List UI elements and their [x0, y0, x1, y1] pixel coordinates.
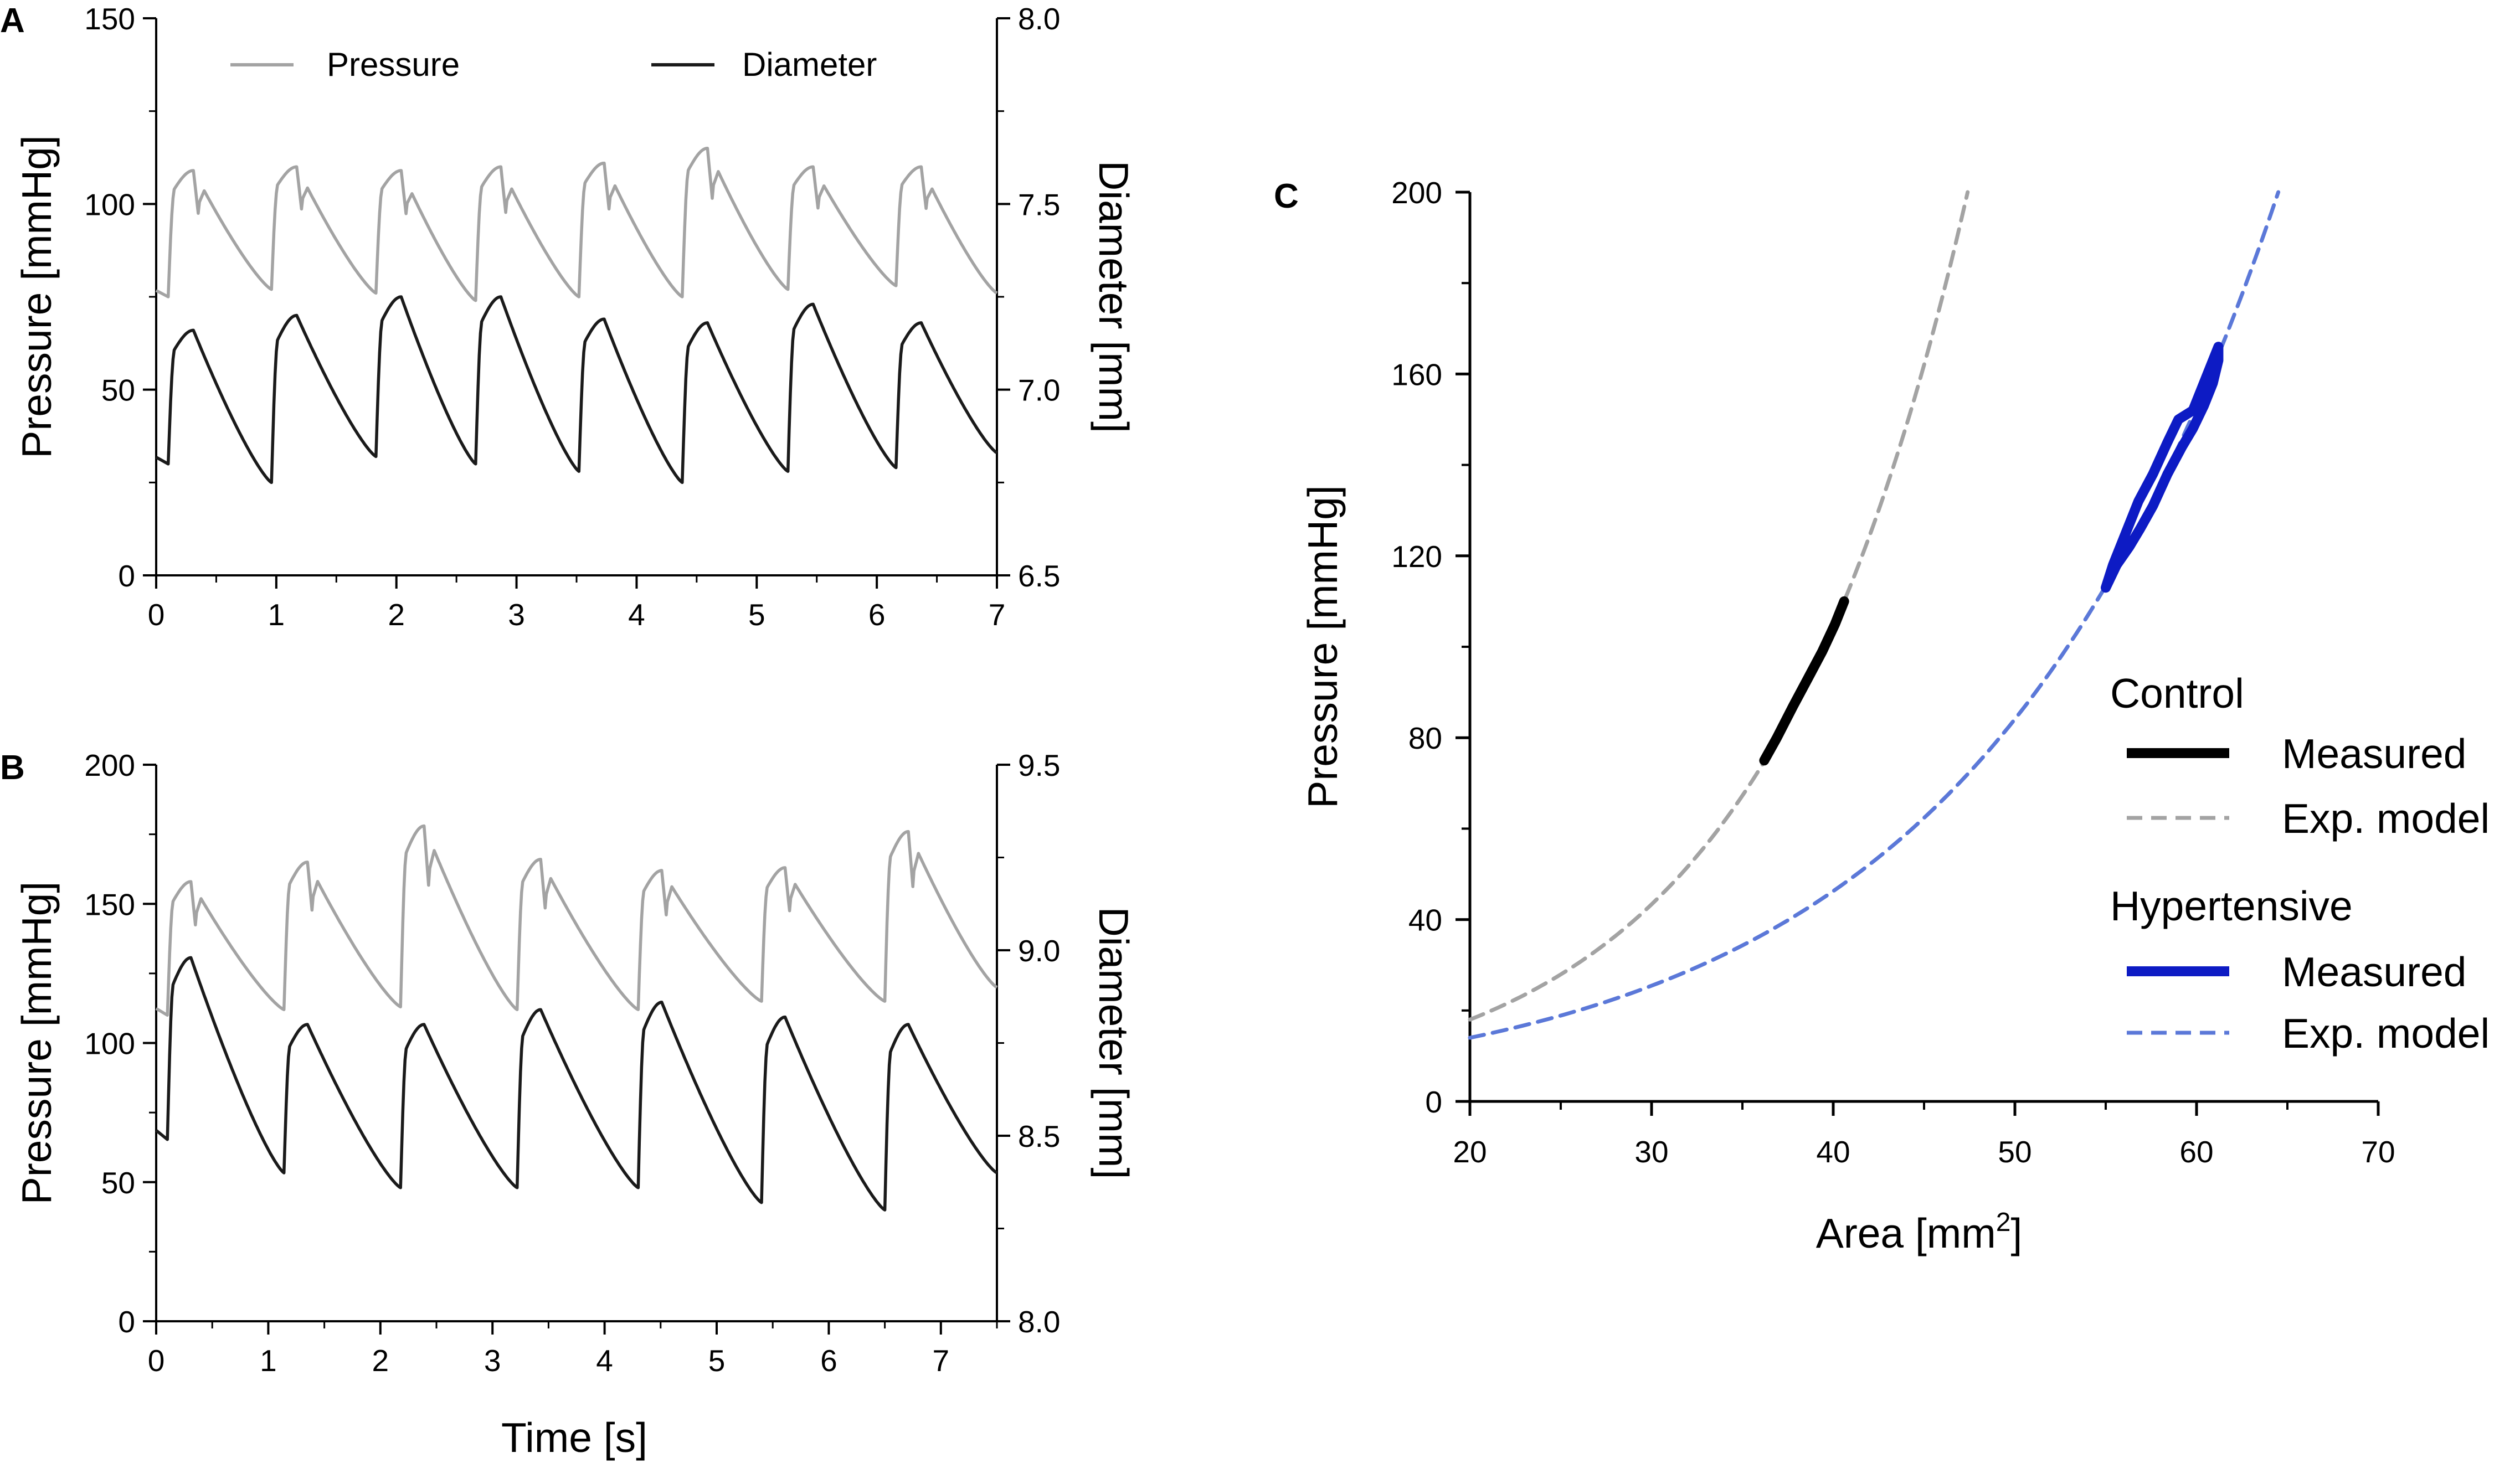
panel-a-letter: A	[0, 2, 25, 40]
pressure-series-line	[155, 824, 998, 1017]
x-title-main: Area [mm	[1816, 1210, 1996, 1256]
y-left-tick-label: 150	[84, 887, 135, 921]
x-tick-label: 60	[2179, 1135, 2213, 1169]
legend-control-measured-label: Measured	[2282, 730, 2467, 777]
legend-hypertensive-title: Hypertensive	[2110, 883, 2353, 929]
panel-a-legend: Pressure Diameter	[230, 46, 877, 83]
x-tick-label: 20	[1453, 1135, 1487, 1169]
y-left-axis-title: Pressure [mmHg]	[13, 882, 60, 1204]
x-tick-label: 1	[260, 1343, 277, 1378]
legend-control-model-label: Exp. model	[2282, 795, 2490, 842]
x-tick-label: 7	[989, 597, 1006, 632]
y-tick-label: 0	[1425, 1085, 1442, 1119]
y-left-axis-title: Pressure [mmHg]	[13, 135, 60, 458]
x-tick-label: 40	[1816, 1135, 1850, 1169]
y-tick-label: 160	[1391, 357, 1442, 392]
y-right-axis-title: Diameter [mm]	[1091, 161, 1137, 433]
y-axis-title: Pressure [mmHg]	[1299, 485, 1346, 808]
panel-a: A Pressure Diameter 0501001506.57.07.58.…	[0, 2, 1137, 632]
diameter-series-line	[155, 295, 998, 485]
y-right-tick-label: 8.5	[1018, 1119, 1060, 1153]
x-tick-label: 7	[933, 1343, 950, 1378]
control-exp-model-series-line	[1468, 190, 1970, 1022]
y-right-axis-title: Diameter [mm]	[1091, 907, 1137, 1179]
panel-b-letter: B	[0, 749, 25, 787]
y-left-tick-label: 200	[84, 748, 135, 782]
x-tick-label: 5	[748, 597, 765, 632]
control-measured-series-line	[1759, 596, 1849, 766]
panel-a-plot: 0 50 100 150 6.5 7.0 7.5 8.0 0 1 2 3 4 5 6 7 Pressure [m…	[13, 2, 1137, 632]
panel-c-plot: 0 40 80 120 160 200 20 30 40 50 60 70 Pressure [mmHg…	[1299, 176, 2395, 1169]
panel-b-plot: 0 50 100 150 200 8.0 8.5 9.0 9.5 0 1 2 3 4 5 6 7 Pressure…	[13, 748, 1137, 1378]
x-tick-label: 0	[148, 1343, 165, 1378]
x-tick-label: 6	[820, 1343, 837, 1378]
legend-pressure-label: Pressure	[327, 46, 460, 83]
x-tick-label: 2	[388, 597, 405, 632]
x-tick-label: 5	[708, 1343, 726, 1378]
x-title-superscript: 2	[1996, 1208, 2011, 1237]
x-tick-label: 50	[1998, 1135, 2032, 1169]
x-tick-label: 4	[596, 1343, 613, 1378]
y-right-tick-label: 6.5	[1018, 559, 1060, 593]
x-tick-label: 30	[1634, 1135, 1668, 1169]
x-tick-label: 3	[508, 597, 525, 632]
panel-b-x-axis-title: Time [s]	[501, 1414, 647, 1461]
y-tick-label: 40	[1408, 903, 1442, 938]
legend-hypertensive-model-label: Exp. model	[2282, 1010, 2490, 1057]
y-left-tick-label: 0	[118, 1305, 135, 1339]
panel-b: B 0 50 100 150 200 8.0 8.5 9.0 9.5 0 1 2 3 4 5 6 7 Pressu…	[0, 748, 1137, 1461]
x-tick-label: 2	[372, 1343, 389, 1378]
diameter-series-line	[155, 956, 998, 1212]
y-right-tick-label: 8.0	[1018, 1305, 1060, 1339]
y-left-tick-label: 50	[101, 373, 135, 408]
y-left-tick-label: 50	[101, 1166, 135, 1200]
panel-c: C 0 40 80 120 160 200 20 30 40 50 60 70 Pressure [mm…	[1274, 176, 2490, 1256]
hypertensive-measured-series-line	[2101, 342, 2224, 593]
y-right-tick-label: 9.0	[1018, 934, 1060, 968]
x-tick-label: 0	[148, 597, 165, 632]
x-tick-label: 6	[868, 597, 886, 632]
x-tick-label: 4	[628, 597, 645, 632]
pressure-series-line	[155, 146, 998, 302]
y-left-tick-label: 100	[84, 187, 135, 222]
legend-hypertensive-measured-label: Measured	[2282, 949, 2467, 995]
y-left-tick-label: 100	[84, 1027, 135, 1061]
y-tick-label: 200	[1391, 176, 1442, 210]
x-tick-label: 70	[2361, 1135, 2395, 1169]
y-tick-label: 120	[1391, 539, 1442, 574]
panel-c-x-axis-title: Area [mm2]	[1816, 1208, 2023, 1256]
x-tick-label: 1	[268, 597, 285, 632]
x-title-end: ]	[2010, 1210, 2022, 1256]
y-left-tick-label: 0	[118, 559, 135, 593]
y-right-tick-label: 7.0	[1018, 373, 1060, 408]
legend-diameter-label: Diameter	[742, 46, 877, 83]
x-tick-label: 3	[484, 1343, 501, 1378]
y-right-tick-label: 7.5	[1018, 187, 1060, 222]
y-tick-label: 80	[1408, 721, 1442, 755]
y-right-tick-label: 9.5	[1018, 748, 1060, 782]
legend-control-title: Control	[2110, 670, 2244, 717]
y-left-tick-label: 150	[84, 2, 135, 36]
y-right-tick-label: 8.0	[1018, 2, 1060, 36]
panel-c-letter: C	[1274, 177, 1299, 215]
panel-c-legend: Control Measured Exp. model Hypertensive…	[2110, 670, 2490, 1057]
